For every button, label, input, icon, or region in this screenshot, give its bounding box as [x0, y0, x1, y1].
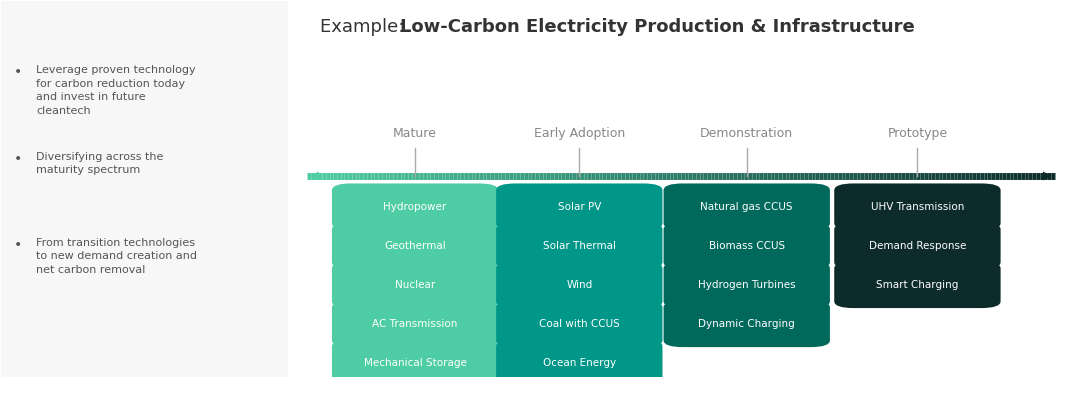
Text: Biomass CCUS: Biomass CCUS [708, 241, 785, 251]
FancyBboxPatch shape [664, 301, 830, 347]
FancyBboxPatch shape [331, 301, 498, 347]
Text: Hydropower: Hydropower [383, 202, 447, 212]
Text: Low-Carbon Electricity Production & Infrastructure: Low-Carbon Electricity Production & Infr… [400, 18, 915, 36]
Text: Solar Thermal: Solar Thermal [543, 241, 616, 251]
Text: Early Adoption: Early Adoption [534, 127, 625, 140]
FancyBboxPatch shape [664, 223, 830, 269]
Text: Mature: Mature [393, 127, 438, 140]
FancyBboxPatch shape [834, 261, 1001, 308]
Text: Hydrogen Turbines: Hydrogen Turbines [697, 280, 796, 290]
Text: Mechanical Storage: Mechanical Storage [364, 358, 467, 368]
Text: Demand Response: Demand Response [869, 241, 966, 251]
FancyBboxPatch shape [331, 223, 498, 269]
FancyBboxPatch shape [664, 261, 830, 308]
Text: Battery Storage: Battery Storage [538, 397, 621, 404]
Text: Prototype: Prototype [887, 127, 948, 140]
FancyBboxPatch shape [664, 183, 830, 230]
FancyBboxPatch shape [496, 301, 663, 347]
Text: Geothermal: Geothermal [384, 241, 446, 251]
Text: UHV Transmission: UHV Transmission [871, 202, 964, 212]
FancyBboxPatch shape [496, 340, 663, 386]
FancyBboxPatch shape [1, 1, 288, 377]
Text: Leverage proven technology
for carbon reduction today
and invest in future
clean: Leverage proven technology for carbon re… [36, 65, 196, 116]
Text: AC Transmission: AC Transmission [373, 319, 458, 329]
FancyBboxPatch shape [834, 223, 1001, 269]
Text: Coal with CCUS: Coal with CCUS [539, 319, 619, 329]
Text: Ocean Energy: Ocean Energy [543, 358, 616, 368]
Text: Wind: Wind [566, 280, 592, 290]
Text: Nuclear: Nuclear [395, 280, 435, 290]
FancyBboxPatch shape [331, 261, 498, 308]
FancyBboxPatch shape [331, 340, 498, 386]
FancyBboxPatch shape [496, 261, 663, 308]
Text: Dynamic Charging: Dynamic Charging [699, 319, 795, 329]
Text: Demonstration: Demonstration [701, 127, 794, 140]
Text: Example:: Example: [321, 18, 410, 36]
Text: Solar PV: Solar PV [558, 202, 601, 212]
Text: •: • [14, 65, 23, 79]
FancyBboxPatch shape [496, 379, 663, 404]
FancyBboxPatch shape [496, 223, 663, 269]
Text: Smart Charging: Smart Charging [876, 280, 958, 290]
Text: •: • [14, 238, 23, 252]
FancyBboxPatch shape [331, 183, 498, 230]
FancyBboxPatch shape [834, 183, 1001, 230]
Text: Natural gas CCUS: Natural gas CCUS [701, 202, 793, 212]
Text: From transition technologies
to new demand creation and
net carbon removal: From transition technologies to new dema… [36, 238, 197, 275]
FancyBboxPatch shape [496, 183, 663, 230]
Text: Diversifying across the
maturity spectrum: Diversifying across the maturity spectru… [36, 152, 164, 175]
Text: •: • [14, 152, 23, 166]
